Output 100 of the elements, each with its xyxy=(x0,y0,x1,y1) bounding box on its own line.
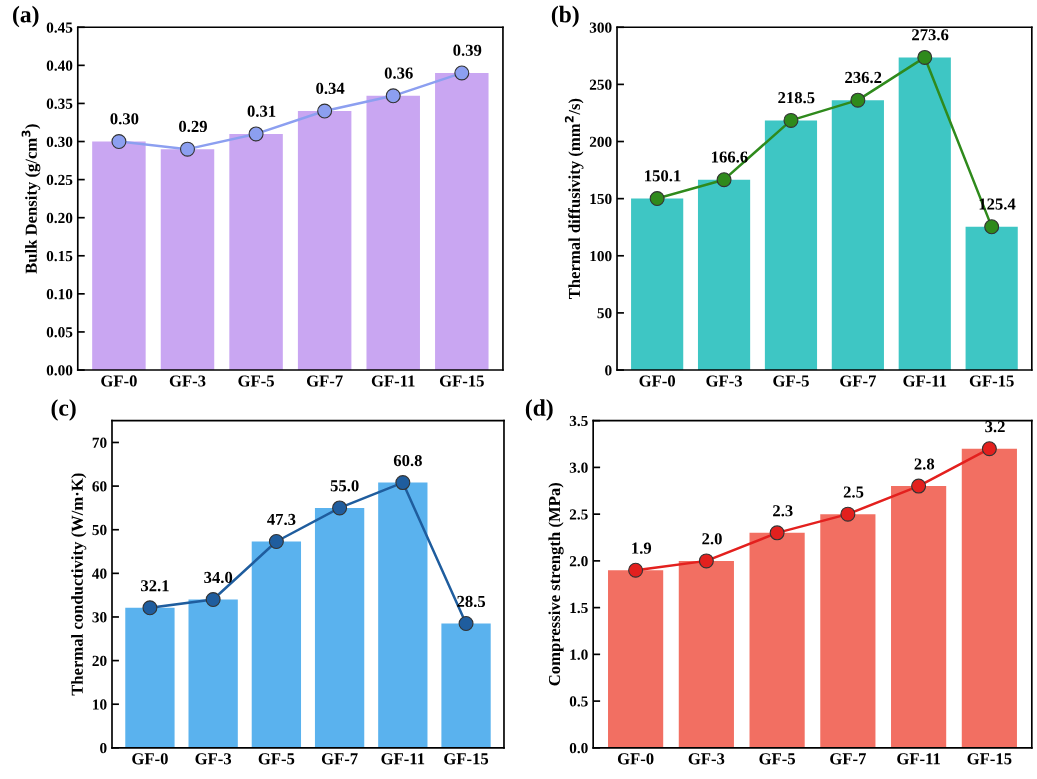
y-tick-label: 0 xyxy=(605,365,612,376)
x-tick-label: GF-3 xyxy=(195,753,232,765)
y-axis-title: Thermal conductivity (W/m·K) xyxy=(71,473,87,696)
y-tick-label: 3.5 xyxy=(569,415,588,427)
point xyxy=(911,478,927,494)
x-tick-label: GF-11 xyxy=(897,753,940,765)
data-label: 0.39 xyxy=(453,44,482,56)
bar xyxy=(631,198,684,371)
point xyxy=(111,134,127,150)
bar xyxy=(125,607,175,748)
y-tick-label: 1.5 xyxy=(570,602,588,614)
data-label: 0.36 xyxy=(384,67,413,79)
y-tick-label: 0.15 xyxy=(46,250,73,262)
point xyxy=(716,172,732,188)
y-tick-label: 40 xyxy=(92,568,107,579)
y-tick-label: 0.5 xyxy=(569,696,588,707)
y-tick-label: 70 xyxy=(92,437,107,448)
x-tick-label: GF-7 xyxy=(830,753,866,765)
y-tick-label: 0.10 xyxy=(46,289,73,300)
y-tick-label: 300 xyxy=(589,22,612,33)
data-label: 150.1 xyxy=(645,170,681,182)
y-axis-title: Bulk Density (g/cm$^{3}$) xyxy=(21,124,41,274)
bar xyxy=(160,149,215,371)
bar xyxy=(749,532,805,748)
x-tick-label: GF-0 xyxy=(132,753,168,765)
data-label: 1.9 xyxy=(632,542,652,554)
y-tick-label: 0.25 xyxy=(46,174,73,186)
data-label: 2.0 xyxy=(702,533,722,545)
y-tick-label: 2.0 xyxy=(569,556,588,567)
data-label: 218.5 xyxy=(778,92,815,104)
bar xyxy=(891,486,947,748)
bar xyxy=(441,623,491,748)
x-tick-label: GF-15 xyxy=(967,753,1012,765)
point xyxy=(385,88,401,104)
data-label: 0.30 xyxy=(110,113,139,125)
bar xyxy=(820,514,876,748)
x-tick-label: GF-15 xyxy=(969,375,1014,387)
point xyxy=(769,525,785,541)
bar xyxy=(92,141,146,371)
x-tick-label: GF-7 xyxy=(321,753,358,765)
chart-title: (c) xyxy=(51,399,76,421)
x-tick-label: GF-11 xyxy=(371,375,415,387)
x-tick-label: GF-7 xyxy=(306,375,343,387)
y-tick-label: 0 xyxy=(100,742,107,754)
data-label: 2.8 xyxy=(914,458,935,470)
point xyxy=(840,506,856,522)
data-label: 2.5 xyxy=(843,486,864,498)
bar xyxy=(831,100,884,371)
bar xyxy=(961,448,1017,748)
data-label: 60.8 xyxy=(393,454,422,467)
x-tick-label: GF-7 xyxy=(840,375,876,387)
point xyxy=(317,103,333,119)
chart-title: (a) xyxy=(13,5,39,28)
bar xyxy=(435,72,489,371)
bar xyxy=(297,111,352,371)
point xyxy=(917,49,933,65)
data-label: 166.6 xyxy=(712,151,748,163)
point xyxy=(142,600,158,616)
y-tick-label: 1.0 xyxy=(570,649,588,660)
bar xyxy=(764,120,818,371)
data-label: 55.0 xyxy=(330,480,359,492)
point xyxy=(248,126,264,142)
bar xyxy=(188,599,238,748)
y-tick-label: 60 xyxy=(92,481,107,492)
bar xyxy=(678,560,734,748)
x-tick-label: GF-11 xyxy=(903,375,947,387)
point xyxy=(395,475,411,491)
point xyxy=(981,441,997,457)
point xyxy=(628,562,644,578)
y-tick-label: 50 xyxy=(92,524,107,536)
y-tick-label: 50 xyxy=(597,308,612,319)
point xyxy=(332,500,348,516)
y-tick-label: 0.00 xyxy=(46,365,73,376)
y-tick-label: 150 xyxy=(590,193,612,205)
y-tick-label: 20 xyxy=(92,655,107,667)
bar xyxy=(251,541,302,748)
y-tick-label: 0.35 xyxy=(46,98,73,109)
y-tick-label: 250 xyxy=(589,79,612,90)
y-tick-label: 3.0 xyxy=(569,462,588,473)
x-tick-label: GF-15 xyxy=(439,375,484,387)
y-tick-label: 0.30 xyxy=(46,136,73,148)
chart-title: (b) xyxy=(551,5,579,28)
data-label: 2.3 xyxy=(773,505,793,517)
point xyxy=(179,141,195,157)
point xyxy=(205,592,221,608)
x-tick-label: GF-3 xyxy=(688,753,725,765)
data-label: 34.0 xyxy=(204,571,233,584)
data-label: 47.3 xyxy=(267,513,296,526)
point xyxy=(698,553,714,569)
chart-title: (d) xyxy=(525,399,553,421)
data-label: 32.1 xyxy=(141,580,169,592)
x-tick-label: GF-11 xyxy=(381,753,425,765)
x-tick-label: GF-0 xyxy=(617,753,654,765)
y-tick-label: 200 xyxy=(589,136,612,147)
point xyxy=(783,112,799,128)
data-label: 3.2 xyxy=(985,421,1005,433)
x-tick-label: GF-3 xyxy=(706,375,742,387)
bar xyxy=(366,95,420,371)
y-tick-label: 2.5 xyxy=(569,509,588,520)
x-tick-label: GF-0 xyxy=(639,375,676,387)
